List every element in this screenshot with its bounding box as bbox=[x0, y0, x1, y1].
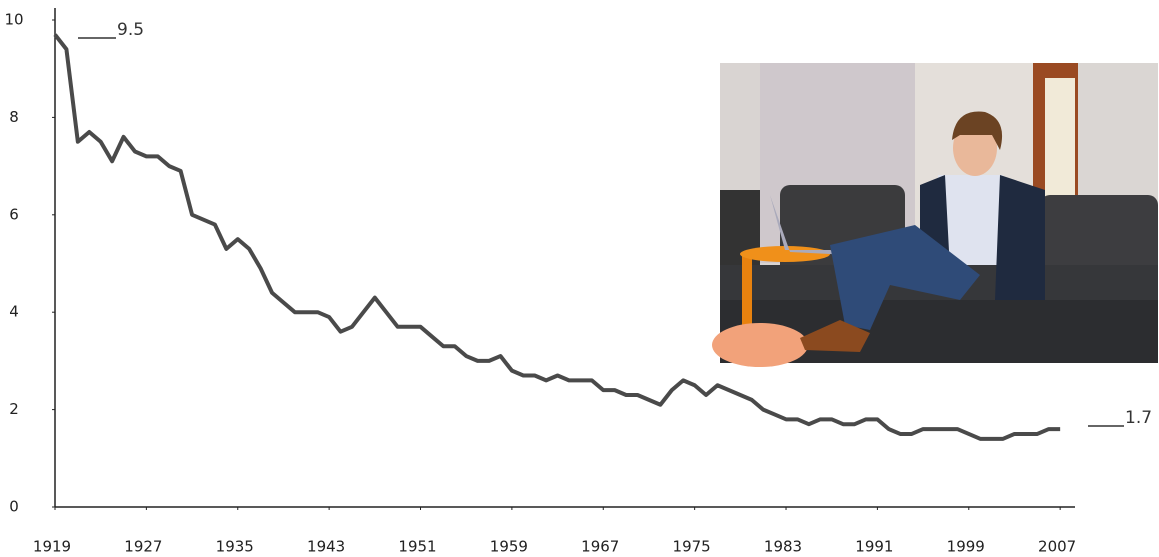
data-line bbox=[53, 33, 1061, 441]
y-tick-label: 10 bbox=[4, 11, 23, 29]
y-tick-label: 8 bbox=[9, 108, 19, 126]
x-tick-label: 1919 bbox=[33, 538, 71, 556]
photo bbox=[712, 63, 1158, 367]
y-tick-label: 2 bbox=[9, 400, 19, 418]
x-tick-label: 1975 bbox=[673, 538, 711, 556]
annotation: 1.7 bbox=[1125, 408, 1152, 428]
x-tick-label: 1943 bbox=[307, 538, 345, 556]
y-tick-label: 0 bbox=[9, 498, 19, 516]
x-tick-label: 1951 bbox=[398, 538, 436, 556]
x-tick-label: 2007 bbox=[1038, 538, 1076, 556]
x-tick-label: 1935 bbox=[216, 538, 254, 556]
annotation: 9.5 bbox=[117, 20, 144, 40]
y-tick-label: 4 bbox=[9, 303, 19, 321]
x-tick-label: 1959 bbox=[490, 538, 528, 556]
x-tick-label: 1927 bbox=[124, 538, 162, 556]
x-tick-label: 1983 bbox=[764, 538, 802, 556]
x-tick-label: 1999 bbox=[947, 538, 985, 556]
x-tick-label: 1967 bbox=[581, 538, 619, 556]
y-tick-label: 6 bbox=[9, 205, 19, 223]
x-tick-label: 1991 bbox=[855, 538, 893, 556]
